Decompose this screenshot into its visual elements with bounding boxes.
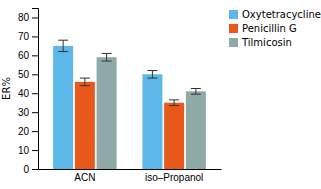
marks	[53, 40, 206, 169]
error-cap	[147, 70, 157, 71]
x-tick-label: ACN	[74, 172, 95, 183]
error-cap	[102, 61, 112, 62]
error-cap	[147, 78, 157, 79]
y-tick-mark	[32, 36, 38, 37]
error-bar	[102, 53, 112, 61]
bar	[75, 82, 95, 169]
bar	[53, 46, 73, 169]
series	[53, 40, 162, 169]
y-axis: 0 10 20 30 40 50 60 70 80	[18, 9, 39, 175]
error-line	[152, 71, 153, 79]
error-cap	[58, 40, 68, 41]
plot: 0 10 20 30 40 50 60 70 80 ACN iso–Propanol ER%	[1, 9, 222, 184]
y-tick: 80	[18, 12, 38, 23]
error-cap	[191, 94, 201, 95]
chart: 0 10 20 30 40 50 60 70 80 ACN iso–Propanol ER% Oxyte…	[0, 0, 321, 189]
y-tick-mark	[32, 17, 38, 18]
bar	[142, 74, 162, 169]
x-tick-label: iso–Propanol	[145, 172, 203, 183]
y-tick: 20	[18, 126, 38, 137]
error-bar	[58, 40, 68, 51]
bar	[97, 57, 117, 169]
legend-item: Penicillin G	[229, 23, 297, 34]
y-axis-title: ER%	[1, 77, 12, 100]
y-tick-mark	[32, 74, 38, 75]
legend-swatch	[229, 10, 238, 19]
y-tick-mark	[32, 112, 38, 113]
y-tick: 50	[18, 69, 38, 80]
y-tick: 40	[18, 88, 38, 99]
y-tick-label: 60	[18, 50, 30, 61]
error-cap	[169, 105, 179, 106]
error-bar	[169, 100, 179, 106]
error-bar	[80, 78, 90, 86]
y-tick-label: 80	[18, 12, 30, 23]
error-cap	[191, 88, 201, 89]
legend-label: Tilmicosin	[241, 37, 292, 48]
y-axis-line	[32, 9, 39, 170]
y-tick-mark	[32, 150, 38, 151]
x-tick: ACN	[74, 169, 95, 183]
series	[97, 53, 206, 169]
y-tick-label: 40	[18, 88, 30, 99]
error-line	[174, 100, 175, 106]
legend: Oxytetracycline Penicillin G Tilmicosin	[229, 9, 321, 48]
x-tick: iso–Propanol	[145, 169, 203, 183]
y-tick-label: 10	[18, 145, 30, 156]
error-line	[63, 40, 64, 51]
error-line	[106, 53, 107, 61]
error-bar	[191, 89, 201, 95]
error-line	[84, 78, 85, 86]
y-tick: 70	[18, 31, 38, 42]
y-tick-label: 70	[18, 31, 30, 42]
y-tick-label: 20	[18, 126, 30, 137]
series	[75, 78, 184, 169]
legend-swatch	[229, 38, 238, 47]
error-line	[195, 89, 196, 95]
y-tick-label: 30	[18, 107, 30, 118]
bar	[186, 91, 206, 169]
y-tick-mark	[32, 169, 38, 170]
legend-item: Tilmicosin	[229, 37, 292, 48]
legend-swatch	[229, 24, 238, 33]
error-cap	[80, 78, 90, 79]
x-axis-line	[39, 169, 222, 170]
legend-label: Oxytetracycline	[242, 9, 321, 20]
legend-label: Penicillin G	[242, 23, 297, 34]
error-cap	[58, 51, 68, 52]
legend-item: Oxytetracycline	[229, 9, 321, 20]
error-cap	[80, 85, 90, 86]
error-cap	[169, 99, 179, 100]
y-tick: 10	[18, 145, 38, 156]
y-tick: 0	[23, 164, 38, 175]
y-tick-label: 50	[18, 69, 30, 80]
y-tick-mark	[32, 93, 38, 94]
y-tick-label: 0	[23, 164, 29, 175]
bar	[164, 103, 184, 169]
error-bar	[147, 71, 157, 79]
x-axis: ACN iso–Propanol	[39, 169, 222, 183]
y-tick-mark	[32, 55, 38, 56]
y-tick: 30	[18, 107, 38, 118]
y-tick-mark	[32, 131, 38, 132]
error-cap	[102, 53, 112, 54]
y-tick: 60	[18, 50, 38, 61]
